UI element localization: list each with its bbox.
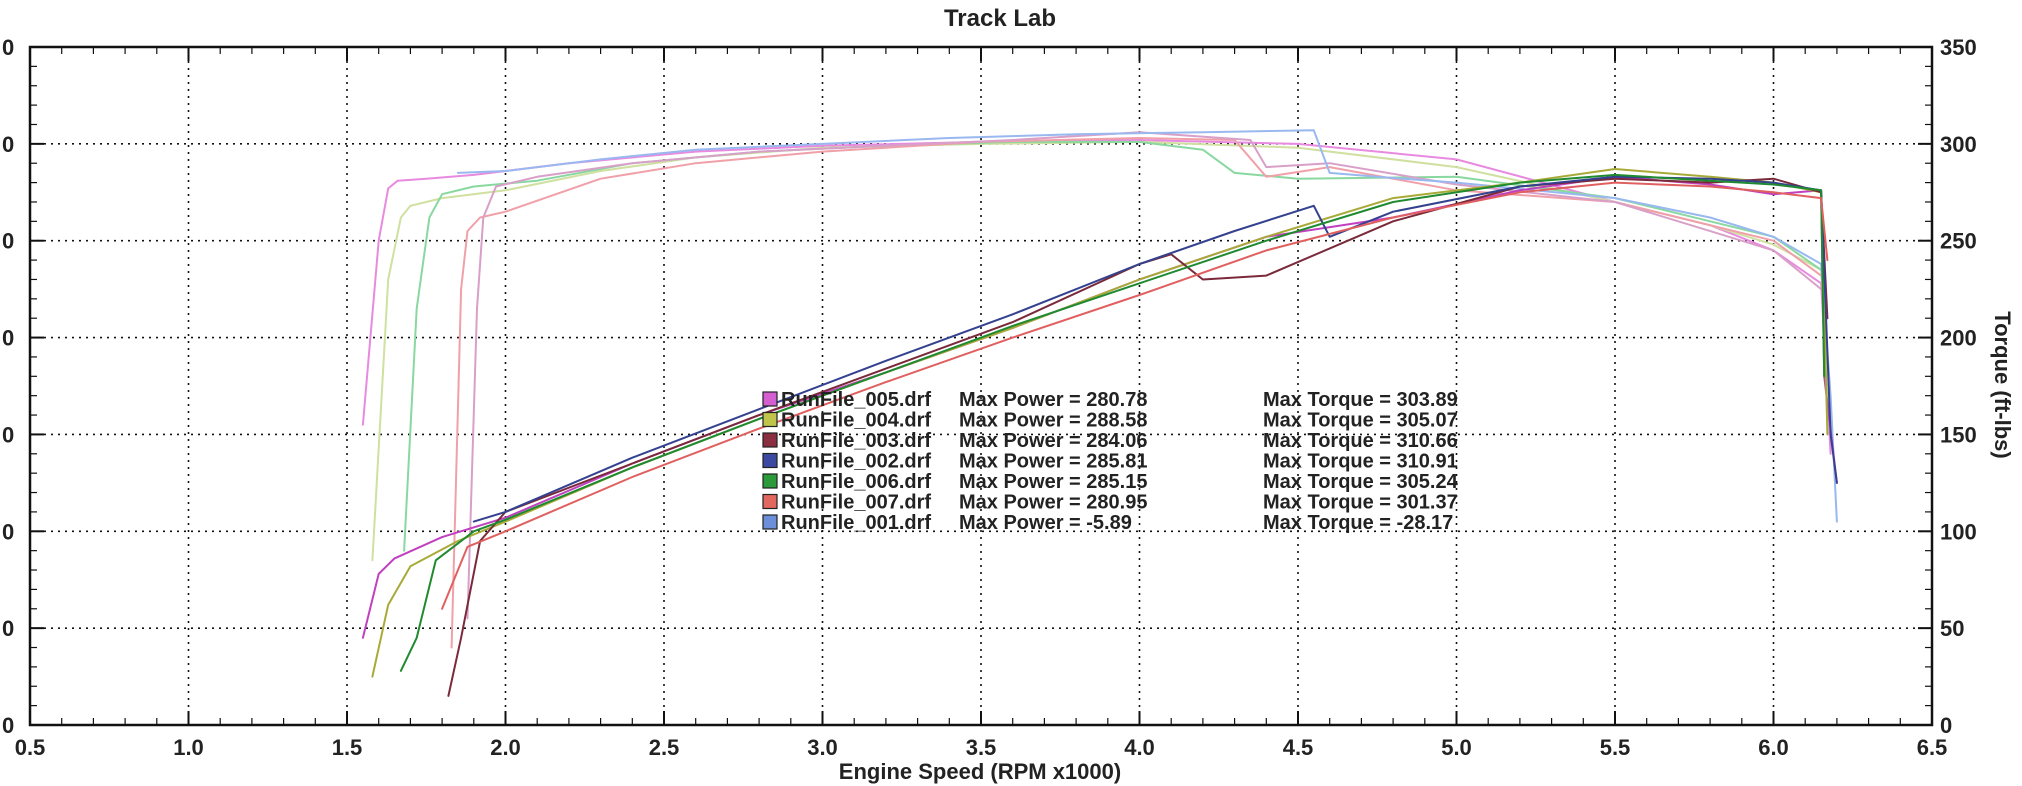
x-tick-label: 6.5: [1917, 735, 1948, 760]
x-tick-label: 5.5: [1600, 735, 1631, 760]
legend-file-name: RunFile_007.drf: [781, 492, 931, 514]
x-axis-title: Engine Speed (RPM x1000): [839, 759, 1121, 784]
legend-swatch: [762, 514, 778, 530]
x-tick-label: 1.5: [332, 735, 363, 760]
legend-max-torque: Max Torque = 310.66: [1263, 430, 1458, 452]
plot-frame: [28, 45, 1934, 727]
legend-file-name: RunFile_001.drf: [781, 512, 931, 534]
torque-curve-5: [466, 131, 1823, 620]
power-curve-12: [441, 181, 1829, 610]
curves: [361, 129, 1838, 697]
legend-swatch: [762, 391, 778, 407]
y-right-tick-label: 50: [1940, 616, 1964, 641]
y-right-tick-label: 100: [1940, 519, 1977, 544]
legend-item: RunFile_003.drf Max Power = 284.06 Max Tor…: [762, 430, 1458, 452]
legend-max-power: Max Power = 280.78: [959, 389, 1147, 411]
legend-max-power: Max Power = 285.15: [959, 471, 1147, 493]
y-left-tick-label: 0: [2, 35, 14, 60]
legend-max-torque: Max Torque = 301.37: [1263, 492, 1458, 514]
legend-item: RunFile_004.drf Max Power = 288.58 Max Tor…: [762, 410, 1458, 432]
legend-file-name: RunFile_002.drf: [781, 451, 931, 473]
legend-swatch: [762, 432, 778, 448]
legend-file-name: RunFile_005.drf: [781, 389, 931, 411]
y-left-tick-label: 0: [2, 422, 14, 447]
y-left-tick-label: 0: [2, 519, 14, 544]
legend-item: RunFile_006.drf Max Power = 285.15 Max Tor…: [762, 471, 1459, 493]
legend-max-torque: Max Torque = -28.17: [1263, 512, 1453, 534]
axis-ticks: [29, 46, 1933, 726]
y-left-tick-labels: 0 0 0 0 0 0 0 0: [2, 35, 14, 738]
y-right-tick-labels: 0 50 100 150 200 250 300 350: [1940, 35, 1977, 738]
legend-max-torque: Max Torque = 305.24: [1263, 471, 1459, 493]
y-right-tick-label: 350: [1940, 35, 1977, 60]
legend-max-torque: Max Torque = 303.89: [1263, 389, 1458, 411]
grid: [30, 47, 1932, 725]
legend-max-power: Max Power = 288.58: [959, 410, 1147, 432]
legend-item: RunFile_001.drf Max Power = -5.89 Max Torq…: [762, 512, 1453, 534]
x-tick-label: 0.5: [15, 735, 46, 760]
y-left-tick-label: 0: [2, 616, 14, 641]
legend-file-name: RunFile_004.drf: [781, 410, 931, 432]
legend: RunFile_005.drf Max Power = 280.78 Max Tor…: [762, 389, 1459, 534]
x-tick-label: 1.0: [173, 735, 204, 760]
y-axis-title-right: Torque (ft-lbs): [1990, 311, 2015, 458]
power-curve-11: [399, 173, 1826, 672]
x-tick-label: 4.0: [1124, 735, 1155, 760]
x-tick-label: 2.0: [490, 735, 521, 760]
y-right-tick-label: 250: [1940, 229, 1977, 254]
legend-item: RunFile_005.drf Max Power = 280.78 Max Tor…: [762, 389, 1458, 411]
y-right-tick-label: 300: [1940, 132, 1977, 157]
legend-max-power: Max Power = 284.06: [959, 430, 1147, 452]
x-tick-label: 4.5: [1283, 735, 1314, 760]
x-tick-labels: 0.5 1.0 1.5 2.0 2.5 3.0 3.5 4.0 4.5 5.0 5.5 6.0 6.5: [15, 735, 1948, 760]
torque-curve-6: [456, 129, 1838, 523]
legend-max-torque: Max Torque = 305.07: [1263, 410, 1458, 432]
legend-swatch: [762, 452, 778, 469]
legend-file-name: RunFile_003.drf: [781, 430, 931, 452]
legend-max-power: Max Power = -5.89: [959, 512, 1132, 534]
x-tick-label: 3.0: [807, 735, 838, 760]
legend-max-power: Max Power = 280.95: [959, 492, 1147, 514]
y-right-tick-label: 150: [1940, 422, 1977, 447]
legend-max-torque: Max Torque = 310.91: [1263, 451, 1458, 473]
legend-swatch: [762, 493, 778, 510]
x-tick-label: 2.5: [649, 735, 680, 760]
chart-title: Track Lab: [944, 5, 1056, 32]
x-tick-label: 5.0: [1441, 735, 1472, 760]
legend-item: RunFile_002.drf Max Power = 285.81 Max Tor…: [762, 451, 1458, 473]
y-left-tick-label: 0: [2, 326, 14, 351]
legend-file-name: RunFile_006.drf: [781, 471, 931, 493]
y-right-tick-label: 200: [1940, 326, 1977, 351]
y-left-tick-label: 0: [2, 132, 14, 157]
x-tick-label: 6.0: [1758, 735, 1789, 760]
y-left-tick-label: 0: [2, 229, 14, 254]
y-right-tick-label: 0: [1940, 713, 1952, 738]
x-tick-label: 3.5: [966, 735, 997, 760]
legend-item: RunFile_007.drf Max Power = 280.95 Max Tor…: [762, 492, 1458, 514]
legend-swatch: [762, 411, 778, 428]
power-curve-10: [472, 175, 1838, 523]
legend-swatch: [762, 473, 778, 489]
legend-max-power: Max Power = 285.81: [959, 451, 1147, 473]
y-left-tick-label: 0: [2, 713, 14, 738]
